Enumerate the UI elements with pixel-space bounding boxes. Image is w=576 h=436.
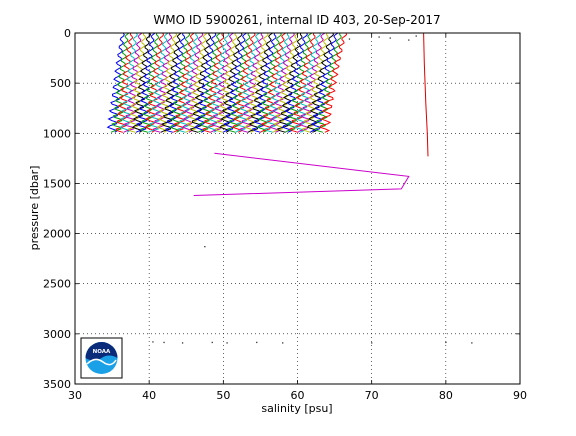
scatter-points <box>152 35 473 344</box>
profile-line <box>297 32 326 133</box>
profile-line <box>135 32 156 133</box>
scatter-point <box>226 342 228 344</box>
profile-bundle <box>106 32 348 133</box>
profile-line <box>128 32 147 133</box>
profile-line <box>239 32 264 133</box>
y-axis-label: pressure [dbar] <box>28 166 41 251</box>
profile-line <box>264 32 290 133</box>
profile-line <box>227 32 251 133</box>
profile-line <box>165 32 186 133</box>
profile-line <box>251 32 277 133</box>
profile-line <box>260 32 287 133</box>
x-tick-label: 90 <box>513 389 527 402</box>
noaa-logo-text: NOAA <box>93 349 111 355</box>
scatter-point <box>282 342 284 344</box>
profile-line <box>202 32 225 133</box>
y-tick-label: 500 <box>50 77 71 90</box>
y-tick-label: 1000 <box>43 127 71 140</box>
profile-line <box>301 32 329 133</box>
profile-line <box>309 32 339 133</box>
scatter-point <box>348 38 351 40</box>
x-tick-label: 70 <box>365 389 379 402</box>
scatter-point <box>471 342 473 344</box>
profile-line <box>276 32 303 133</box>
profile-line <box>148 32 169 133</box>
profile-line <box>235 32 260 133</box>
profile-line <box>197 32 221 133</box>
profile-line <box>272 32 300 133</box>
profile-line <box>313 32 342 133</box>
series-line <box>423 32 429 157</box>
grid <box>75 33 520 384</box>
profile-line <box>189 32 212 133</box>
scatter-point <box>204 246 206 248</box>
scatter-point <box>163 341 165 344</box>
scatter-point <box>389 37 391 39</box>
profile-line <box>123 32 143 133</box>
x-tick-label: 50 <box>216 389 230 402</box>
scatter-point <box>256 341 258 344</box>
profile-line <box>177 32 199 133</box>
profile-line <box>222 32 247 133</box>
y-tick-label: 3500 <box>43 378 71 391</box>
profile-line <box>210 32 234 133</box>
profile-line <box>172 32 195 133</box>
scatter-point <box>181 342 184 344</box>
profile-line <box>214 32 238 133</box>
y-tick-label: 3000 <box>43 328 71 341</box>
x-tick-label: 80 <box>439 389 453 402</box>
x-tick-label: 60 <box>291 389 305 402</box>
profile-line <box>289 32 316 133</box>
y-tick-label: 2500 <box>43 278 71 291</box>
profile-line <box>284 32 313 133</box>
y-tick-label: 0 <box>64 27 71 40</box>
noaa-logo: NOAA <box>80 337 123 379</box>
series-line <box>193 152 410 196</box>
axis-ticks: 30 40 50 60 70 80 90 0 500 1000 1500 2000 2500 3000 35… <box>43 27 527 402</box>
x-axis-label: salinity [psu] <box>261 402 332 415</box>
scatter-point <box>445 341 447 344</box>
profile-line <box>152 32 173 133</box>
y-tick-label: 2000 <box>43 228 71 241</box>
profile-line <box>110 32 130 133</box>
scatter-point <box>152 341 154 343</box>
series-group <box>193 32 429 196</box>
profile-line <box>140 32 160 133</box>
scatter-point <box>371 342 373 344</box>
scatter-point <box>211 341 213 344</box>
profile-line <box>115 32 134 133</box>
x-tick-label: 30 <box>68 389 82 402</box>
chart-title: WMO ID 5900261, internal ID 403, 20-Sep-… <box>153 13 440 27</box>
profile-line <box>185 32 208 133</box>
profile-line <box>247 32 273 133</box>
scatter-point <box>415 35 417 37</box>
x-tick-label: 40 <box>142 389 156 402</box>
profile-line <box>160 32 182 133</box>
profile-line <box>319 32 348 133</box>
scatter-point <box>408 39 410 41</box>
scatter-point <box>378 36 380 38</box>
y-tick-label: 1500 <box>43 177 71 190</box>
